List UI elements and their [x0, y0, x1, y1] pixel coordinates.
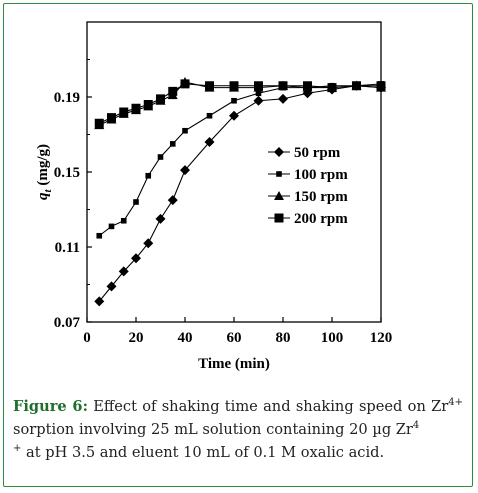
data-point [143, 100, 153, 109]
data-point [120, 217, 127, 224]
data-point [352, 81, 361, 91]
data-point [229, 81, 239, 91]
data-point [94, 296, 105, 307]
y-tick-label: 0.11 [55, 240, 80, 256]
series-200-rpm [94, 79, 386, 128]
legend: 50 rpm 100 rpm 150 rpm 200 rpm [268, 145, 348, 227]
x-tick-label: 40 [178, 330, 193, 346]
data-point [106, 281, 117, 292]
x-tick-label: 60 [227, 330, 242, 346]
legend-marker [274, 213, 284, 223]
data-point [254, 81, 263, 91]
data-point [278, 93, 288, 104]
data-point [145, 172, 152, 179]
data-point [168, 86, 178, 96]
y-axis-title: qt (mg/g) [35, 144, 54, 200]
legend-marker [276, 171, 282, 177]
series-line [99, 83, 381, 124]
caption-text-1: Effect of shaking time and shaking speed… [87, 398, 449, 415]
data-point [94, 118, 104, 128]
y-tick-label: 0.19 [54, 90, 80, 106]
y-axis-sub: t [42, 188, 54, 192]
data-point [204, 137, 215, 147]
data-point [229, 110, 239, 121]
y-axis-unit: (mg/g) [35, 144, 51, 189]
x-tick-label: 0 [83, 330, 91, 346]
figure-caption: Figure 6: Effect of shaking time and sha… [13, 395, 463, 464]
data-point [156, 94, 165, 104]
caption-label: Figure 6: [13, 398, 88, 415]
x-axis-title: Time (min) [198, 356, 270, 372]
data-point [157, 154, 164, 160]
data-point [131, 253, 141, 264]
data-point [303, 81, 312, 91]
data-point [231, 97, 237, 104]
x-tick-label: 20 [129, 330, 144, 346]
legend-label: 100 rpm [294, 167, 348, 183]
data-point [253, 95, 264, 106]
data-point [205, 81, 214, 91]
y-tick-label: 0.15 [54, 165, 80, 181]
data-point [278, 81, 288, 91]
data-point [327, 83, 337, 93]
figure-frame [3, 3, 473, 487]
data-point [133, 199, 139, 205]
chart: 0.07 0.11 0.15 0.19 0 20 40 60 80 100 120 Time (min… [35, 21, 393, 372]
caption-text-2: sorption involving 25 mL solution contai… [13, 421, 413, 438]
data-point [108, 223, 115, 230]
data-point [118, 266, 129, 277]
series-150-rpm [94, 77, 386, 130]
data-point [180, 165, 190, 176]
data-point [119, 107, 129, 117]
data-point [143, 238, 154, 249]
caption-sup-3: + [13, 443, 22, 455]
legend-marker [274, 147, 284, 157]
legend-marker [274, 191, 284, 200]
data-point [182, 127, 188, 134]
x-tick-label: 120 [370, 330, 393, 346]
data-point [169, 141, 176, 147]
y-tick-label: 0.07 [54, 315, 81, 331]
data-point [155, 213, 166, 224]
data-point [255, 90, 262, 97]
data-point [167, 195, 178, 206]
caption-sup-1: 4+ [448, 397, 463, 409]
x-tick-label: 100 [321, 330, 344, 346]
caption-sup-2: 4 [412, 420, 420, 432]
legend-label: 150 rpm [294, 189, 348, 205]
y-axis-var: q [35, 192, 51, 200]
data-point [107, 113, 116, 123]
x-tick-label: 80 [276, 330, 291, 346]
legend-label: 200 rpm [294, 211, 348, 227]
data-point [206, 112, 213, 119]
data-point [180, 79, 190, 89]
data-point [96, 232, 103, 239]
caption-text-3: at pH 3.5 and eluent 10 mL of 0.1 M oxal… [21, 444, 385, 461]
data-point [131, 103, 141, 113]
legend-label: 50 rpm [294, 145, 341, 161]
data-point [376, 81, 386, 91]
series-line [98, 85, 382, 302]
